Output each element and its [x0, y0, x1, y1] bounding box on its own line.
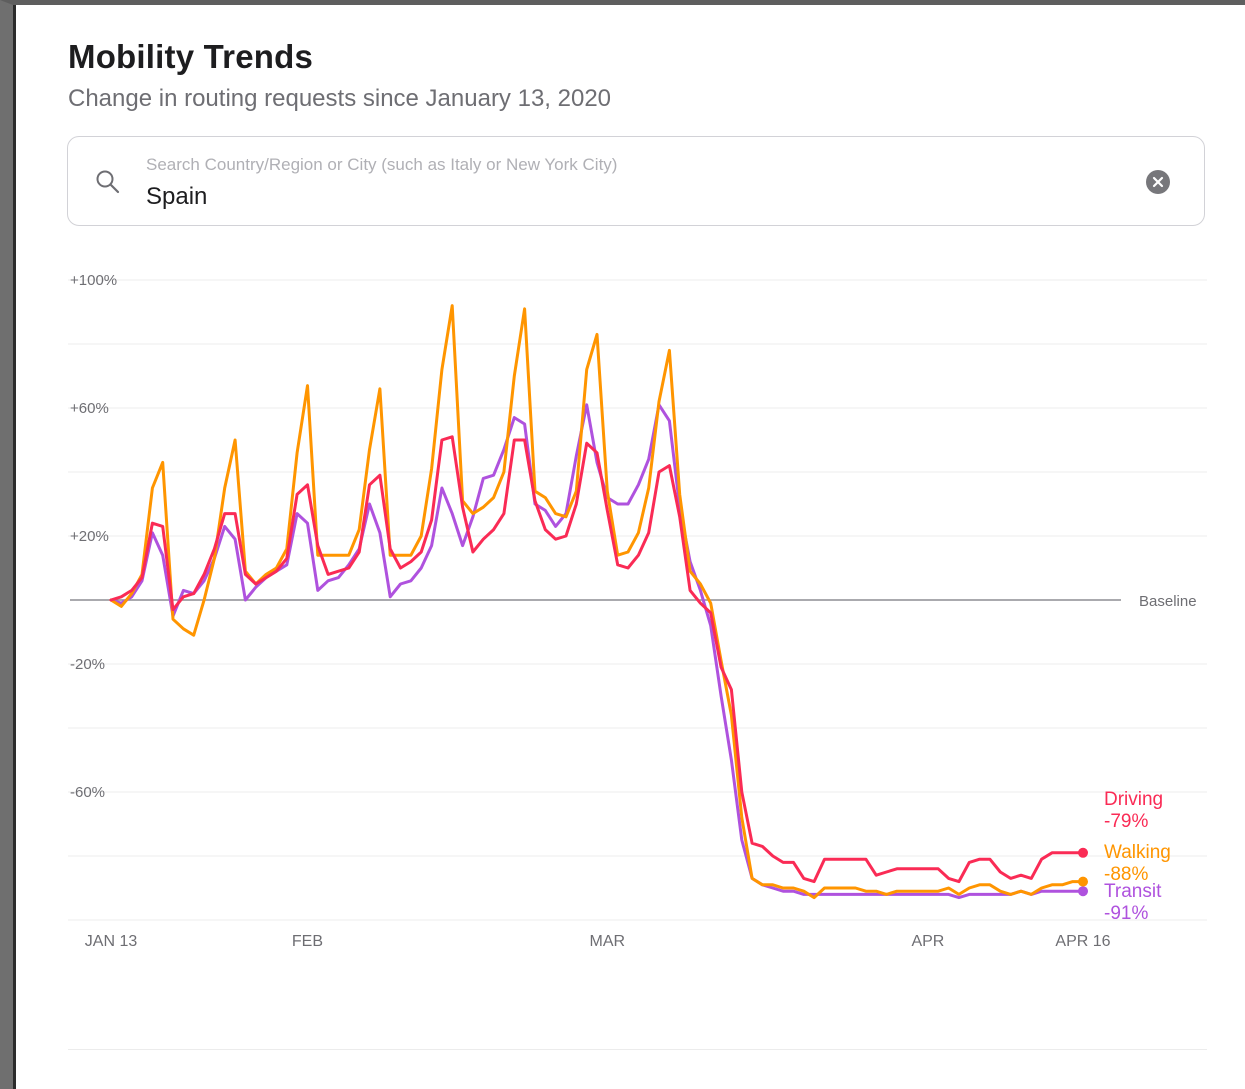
y-tick-label: +60%: [70, 400, 109, 417]
series-label-transit: Transit: [1104, 881, 1162, 902]
series-line-driving: [109, 435, 1085, 884]
series-value-driving: -79%: [1104, 811, 1148, 832]
series-label-driving: Driving: [1104, 789, 1163, 810]
page-subtitle: Change in routing requests since January…: [68, 85, 612, 112]
series-line-walking: [109, 304, 1085, 900]
y-tick-label: -60%: [70, 784, 105, 801]
search-input[interactable]: Spain: [146, 183, 208, 210]
clear-search-button[interactable]: [1146, 170, 1170, 194]
y-tick-label: -20%: [70, 656, 105, 673]
bottom-divider: [68, 1049, 1207, 1050]
series-label-walking: Walking: [1104, 842, 1171, 863]
clear-icon: [1152, 176, 1164, 188]
end-point-driving: [1078, 847, 1088, 858]
search-field[interactable]: Search Country/Region or City (such as I…: [67, 136, 1205, 226]
x-tick-label: APR 16: [1055, 933, 1110, 950]
window-edge: [13, 5, 16, 1089]
search-icon: [95, 169, 121, 195]
series-line-transit: [109, 403, 1085, 900]
baseline-label: Baseline: [1139, 593, 1197, 610]
end-point-walking: [1078, 876, 1088, 887]
series-value-walking: -88%: [1104, 864, 1148, 885]
end-point-transit: [1078, 886, 1088, 897]
y-tick-label: +20%: [70, 528, 109, 545]
x-tick-label: FEB: [292, 933, 323, 950]
page-title: Mobility Trends: [68, 38, 314, 75]
y-tick-label: +100%: [70, 272, 117, 289]
x-tick-label: JAN 13: [85, 933, 138, 950]
series-value-transit: -91%: [1104, 903, 1148, 924]
x-tick-label: MAR: [590, 933, 626, 950]
search-placeholder: Search Country/Region or City (such as I…: [146, 155, 618, 174]
x-tick-label: APR: [911, 933, 944, 950]
